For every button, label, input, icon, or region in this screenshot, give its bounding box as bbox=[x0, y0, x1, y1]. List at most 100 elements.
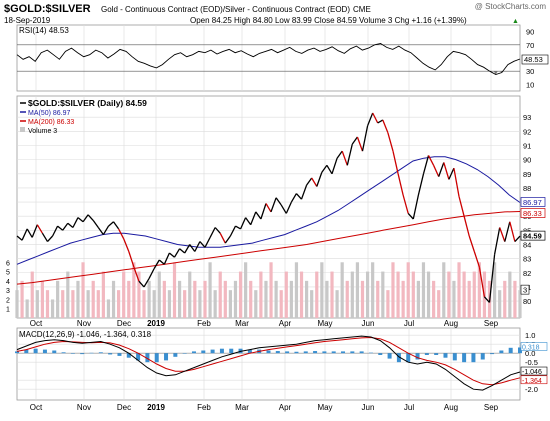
macd-x-label: Oct bbox=[30, 403, 43, 412]
price-segment bbox=[21, 228, 28, 241]
price-segment bbox=[493, 227, 501, 255]
macd-x-label: May bbox=[317, 403, 332, 412]
volume-bar bbox=[152, 290, 156, 318]
volume-bar bbox=[61, 290, 65, 318]
price-segment bbox=[108, 221, 114, 227]
price-segment bbox=[184, 244, 191, 254]
rsi-panel: 10 30 70 90 48.53 RSI(14) 48.53 bbox=[16, 24, 549, 92]
macd-tick-label: -2.0 bbox=[525, 385, 538, 394]
volume-bar bbox=[76, 280, 80, 318]
volume-bar bbox=[254, 290, 258, 318]
price-x-label: Aug bbox=[444, 319, 458, 328]
volume-bar bbox=[147, 280, 151, 318]
price-segment bbox=[433, 165, 440, 177]
macd-histogram-bar bbox=[350, 351, 355, 354]
macd-histogram-bar bbox=[508, 347, 513, 354]
price-legend: $GOLD:$SILVER (Daily) 84.59 MA(50) 86.97 M… bbox=[20, 98, 147, 135]
price-segment bbox=[204, 237, 211, 248]
rsi-legend: RSI(14) 48.53 bbox=[19, 26, 69, 35]
volume-bar bbox=[259, 271, 263, 318]
macd-x-label: Apr bbox=[279, 403, 292, 412]
volume-bar bbox=[299, 271, 304, 318]
macd-histogram-bar bbox=[462, 353, 467, 363]
price-segment bbox=[214, 227, 221, 234]
rsi-frame bbox=[16, 24, 521, 92]
rsi-tick-label: 70 bbox=[526, 41, 534, 50]
price-segment bbox=[275, 197, 282, 206]
volume-bar bbox=[183, 290, 187, 318]
macd-x-label: Jun bbox=[362, 403, 375, 412]
macd-x-label: Aug bbox=[444, 403, 458, 412]
price-legend-ma200: MA(200) 86.33 bbox=[28, 119, 74, 126]
volume-bar bbox=[91, 280, 95, 318]
change-arrow-icon: ▲ bbox=[512, 18, 519, 25]
quote-label: Open 84.25 High 84.80 Low 83.99 Close 84… bbox=[190, 16, 467, 25]
price-segment bbox=[265, 203, 272, 213]
volume-bar bbox=[320, 262, 324, 318]
macd-histogram-bar bbox=[52, 350, 57, 354]
volume-bar bbox=[421, 262, 426, 318]
volume-bar bbox=[30, 271, 34, 318]
macd-panel: -2.0-1.5-0.50.00.51.0 0.318-1.046-1.364 … bbox=[15, 327, 548, 412]
price-segment bbox=[245, 217, 252, 226]
macd-signal-last-value: -1.364 bbox=[522, 378, 542, 385]
macd-histogram-bar bbox=[61, 352, 66, 354]
price-segment bbox=[453, 167, 460, 197]
price-segment bbox=[133, 266, 140, 282]
macd-histogram-bar bbox=[480, 353, 485, 360]
volume-tick-label: 5 bbox=[6, 270, 10, 277]
volume-bar bbox=[411, 271, 415, 318]
exchange-label: CME bbox=[353, 5, 371, 14]
price-segment bbox=[77, 217, 84, 223]
price-tick-label: 93 bbox=[523, 113, 531, 122]
ma200-last-value-box bbox=[520, 208, 546, 218]
volume-bar bbox=[477, 262, 481, 318]
price-segment bbox=[341, 150, 348, 166]
price-segment bbox=[82, 214, 89, 223]
price-segment bbox=[163, 252, 170, 265]
price-segment bbox=[67, 222, 74, 229]
macd-histogram-bar bbox=[499, 350, 504, 354]
macd-histogram-bar bbox=[368, 352, 373, 354]
price-tick-label: 80 bbox=[523, 297, 531, 306]
price-segment bbox=[504, 221, 511, 242]
volume-bar bbox=[432, 280, 436, 318]
price-segment bbox=[179, 248, 186, 254]
volume-bar bbox=[391, 262, 395, 318]
price-segment bbox=[92, 220, 99, 228]
macd-histogram-bar bbox=[154, 353, 159, 363]
volume-bar bbox=[81, 262, 85, 318]
volume-bar bbox=[416, 280, 420, 318]
price-segment bbox=[326, 164, 333, 175]
volume-bar bbox=[437, 290, 441, 318]
price-segment bbox=[26, 228, 33, 238]
price-segment bbox=[483, 296, 490, 303]
volume-bar bbox=[381, 271, 385, 318]
ma50-line bbox=[16, 156, 521, 265]
price-segment bbox=[331, 157, 338, 175]
macd-histogram-bar bbox=[173, 353, 178, 357]
price-segment bbox=[387, 132, 394, 152]
price-segment bbox=[300, 184, 308, 200]
volume-bar bbox=[213, 290, 217, 318]
macd-histogram-bar bbox=[164, 353, 169, 361]
price-segment bbox=[229, 225, 237, 237]
price-tick-label: 91 bbox=[523, 141, 531, 150]
volume-bar bbox=[426, 271, 431, 318]
price-x-label: Jun bbox=[362, 319, 375, 328]
price-segment bbox=[250, 211, 257, 225]
macd-histogram-bar bbox=[108, 353, 113, 355]
price-segment bbox=[509, 221, 516, 242]
macd-histogram-bar bbox=[24, 349, 29, 354]
macd-histogram-bar bbox=[42, 349, 47, 354]
price-legend-volume: Volume 3 bbox=[28, 128, 57, 135]
volume-bar bbox=[167, 290, 172, 318]
price-segment bbox=[102, 225, 110, 235]
volume-bar bbox=[376, 280, 380, 318]
price-segment bbox=[41, 232, 49, 242]
macd-last-value-box bbox=[520, 366, 548, 376]
price-segment bbox=[118, 228, 125, 240]
macd-signal-line bbox=[16, 336, 521, 386]
volume-tick-label: 2 bbox=[6, 297, 10, 304]
macd-histogram-bar bbox=[387, 353, 392, 359]
